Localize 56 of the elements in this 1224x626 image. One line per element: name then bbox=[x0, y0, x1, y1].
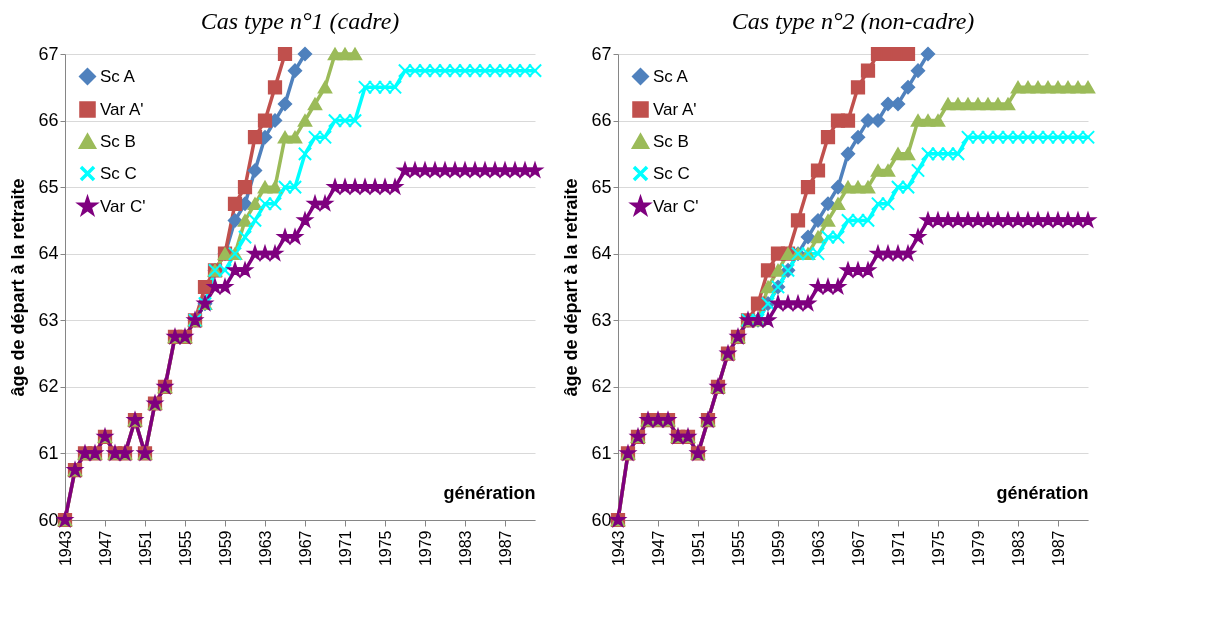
y-tick-label: 64 bbox=[38, 243, 59, 264]
x-tick-label: 1951 bbox=[689, 530, 707, 567]
y-axis-title: âge de départ à la retraite bbox=[8, 178, 29, 397]
y-tick-label: 61 bbox=[591, 442, 612, 463]
x-tick-label: 1983 bbox=[1009, 530, 1027, 567]
x-tick-label: 1983 bbox=[456, 530, 474, 567]
y-tick-label: 61 bbox=[38, 442, 59, 463]
y-tick-label: 66 bbox=[38, 110, 59, 131]
x-tick-label: 1955 bbox=[176, 530, 194, 567]
legend-label: Sc B bbox=[100, 131, 136, 151]
x-axis-title: génération bbox=[443, 482, 536, 503]
x-tick-label: 1975 bbox=[376, 530, 394, 567]
x-tick-label: 1963 bbox=[256, 530, 274, 567]
x-tick-label: 1979 bbox=[416, 530, 434, 567]
legend-label: Var A' bbox=[100, 99, 144, 119]
x-tick-label: 1967 bbox=[849, 530, 867, 567]
x-tick-label: 1971 bbox=[336, 530, 354, 567]
y-tick-label: 65 bbox=[591, 176, 612, 197]
x-tick-label: 1947 bbox=[649, 530, 667, 567]
y-tick-label: 62 bbox=[38, 376, 59, 397]
x-tick-label: 1947 bbox=[96, 530, 114, 567]
chart-title: Cas type n°2 (non-cadre) bbox=[731, 7, 975, 34]
x-tick-label: 1975 bbox=[929, 530, 947, 567]
x-tick-label: 1987 bbox=[496, 530, 514, 567]
y-tick-label: 67 bbox=[591, 43, 612, 64]
x-tick-label: 1959 bbox=[769, 530, 787, 567]
y-tick-label: 66 bbox=[591, 110, 612, 131]
legend-label: Sc A bbox=[100, 66, 136, 86]
x-tick-label: 1979 bbox=[969, 530, 987, 567]
y-tick-label: 60 bbox=[591, 509, 612, 530]
y-tick-label: 64 bbox=[591, 243, 612, 264]
x-tick-label: 1943 bbox=[609, 530, 627, 567]
x-tick-label: 1943 bbox=[56, 530, 74, 567]
x-tick-label: 1955 bbox=[729, 530, 747, 567]
y-tick-label: 63 bbox=[38, 309, 59, 330]
legend-label: Sc A bbox=[653, 66, 689, 86]
x-tick-label: 1971 bbox=[889, 530, 907, 567]
x-tick-label: 1963 bbox=[809, 530, 827, 567]
legend-label: Sc C bbox=[653, 163, 690, 183]
y-tick-label: 65 bbox=[38, 176, 59, 197]
y-tick-label: 67 bbox=[38, 43, 59, 64]
x-tick-label: 1959 bbox=[216, 530, 234, 567]
x-axis-title: génération bbox=[996, 482, 1089, 503]
legend-label: Var C' bbox=[100, 196, 146, 216]
y-tick-label: 62 bbox=[591, 376, 612, 397]
legend-label: Var C' bbox=[653, 196, 699, 216]
x-tick-label: 1967 bbox=[296, 530, 314, 567]
legend-label: Var A' bbox=[653, 99, 697, 119]
y-axis-title: âge de départ à la retraite bbox=[561, 178, 582, 397]
x-tick-label: 1987 bbox=[1049, 530, 1067, 567]
x-tick-label: 1951 bbox=[136, 530, 154, 567]
legend-label: Sc C bbox=[100, 163, 137, 183]
chart-title: Cas type n°1 (cadre) bbox=[200, 7, 400, 34]
legend-label: Sc B bbox=[653, 131, 689, 151]
y-tick-label: 63 bbox=[591, 309, 612, 330]
y-tick-label: 60 bbox=[38, 509, 59, 530]
